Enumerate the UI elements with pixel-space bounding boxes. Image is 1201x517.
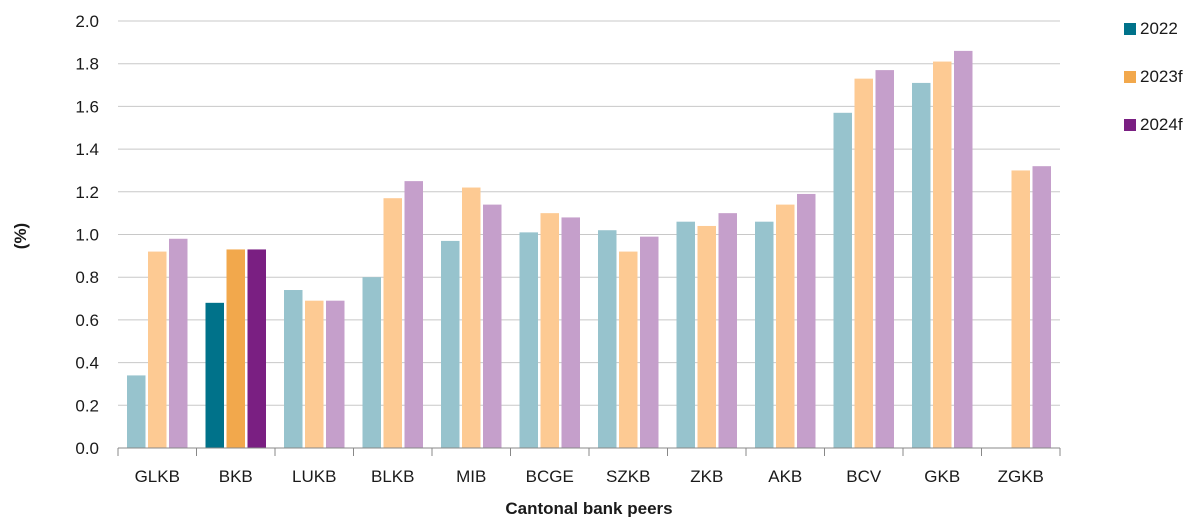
y-tick-label: 2.0 [75, 12, 99, 31]
bar-zgkb-2023f [1011, 170, 1030, 448]
legend-item: 2023f [1124, 66, 1183, 88]
bar-zgkb-2024f [1032, 166, 1051, 448]
gridlines [118, 20, 1060, 406]
bar-szkb-2024f [640, 236, 659, 448]
y-axis-ticks: 0.0 0.2 0.4 0.6 0.8 1.0 1.2 1.4 1.6 1.8 2.0 [75, 12, 99, 458]
bar-blkb-2023f [383, 198, 402, 448]
bar-blkb-2022 [362, 277, 381, 448]
bar-bcge-2022 [519, 232, 538, 448]
bar-zkb-2023f [697, 225, 716, 448]
x-tick-label: AKB [768, 467, 802, 486]
bar-akb-2024f [797, 193, 816, 448]
bar-blkb-2024f [404, 181, 423, 448]
bar-mib-2024f [483, 204, 502, 448]
y-tick-label: 0.4 [75, 354, 99, 373]
y-tick-label: 1.8 [75, 55, 99, 74]
x-tick-label: BLKB [371, 467, 414, 486]
x-tick-label: ZKB [690, 467, 723, 486]
bar-lukb-2024f [326, 300, 345, 448]
y-tick-label: 0.0 [75, 439, 99, 458]
bar-bcv-2024f [875, 70, 894, 448]
x-tick-label: SZKB [606, 467, 650, 486]
x-tick-label: BKB [219, 467, 253, 486]
bar-szkb-2022 [598, 230, 617, 448]
bar-gkb-2024f [954, 50, 973, 448]
x-tick-label: ZGKB [998, 467, 1044, 486]
x-tick-label: GKB [924, 467, 960, 486]
x-tick-label: MIB [456, 467, 486, 486]
legend: 2022 2023f 2024f [1124, 18, 1183, 162]
bar-mib-2023f [462, 187, 481, 448]
x-axis: GLKB BKB LUKB BLKB MIB BCGE SZKB ZKB AKB BCV GKB ZG… [117, 447, 1061, 486]
bar-szkb-2023f [619, 251, 638, 448]
bar-bkb-2022 [205, 302, 224, 448]
bar-bkb-2024f [247, 249, 266, 448]
y-tick-label: 0.8 [75, 268, 99, 287]
bar-lukb-2023f [305, 300, 324, 448]
x-tick-label: LUKB [292, 467, 336, 486]
bar-zkb-2024f [718, 213, 737, 448]
y-tick-label: 1.0 [75, 226, 99, 245]
bar-bcv-2022 [833, 112, 852, 449]
y-tick-label: 1.6 [75, 97, 99, 116]
x-tick-label: BCGE [526, 467, 574, 486]
bar-gkb-2023f [933, 61, 952, 448]
x-tick-label: GLKB [135, 467, 180, 486]
y-tick-label: 0.2 [75, 396, 99, 415]
bar-bcge-2024f [561, 217, 580, 448]
legend-label: 2023f [1140, 67, 1183, 86]
bars [127, 50, 1051, 449]
bar-gkb-2022 [912, 82, 931, 448]
legend-item: 2024f [1124, 114, 1183, 136]
y-tick-label: 1.2 [75, 183, 99, 202]
bar-akb-2023f [776, 204, 795, 448]
bar-akb-2022 [755, 221, 774, 448]
bar-lukb-2022 [284, 290, 303, 448]
x-axis-title: Cantonal bank peers [505, 499, 672, 517]
bar-bcge-2023f [540, 213, 559, 448]
bar-glkb-2024f [169, 238, 188, 448]
legend-item: 2022 [1124, 18, 1183, 40]
bar-bcv-2023f [854, 78, 873, 449]
legend-label: 2024f [1140, 115, 1183, 134]
legend-swatch [1124, 23, 1136, 35]
bar-bkb-2023f [226, 249, 245, 448]
bar-mib-2022 [441, 240, 460, 448]
bar-glkb-2022 [127, 375, 146, 448]
x-tick-label: BCV [846, 467, 882, 486]
bar-glkb-2023f [148, 251, 167, 448]
legend-swatch [1124, 119, 1136, 131]
y-tick-label: 0.6 [75, 311, 99, 330]
legend-label: 2022 [1140, 19, 1178, 38]
y-axis-title: (%) [11, 223, 30, 249]
bar-zkb-2022 [676, 221, 695, 448]
y-tick-label: 1.4 [75, 140, 99, 159]
legend-swatch [1124, 71, 1136, 83]
